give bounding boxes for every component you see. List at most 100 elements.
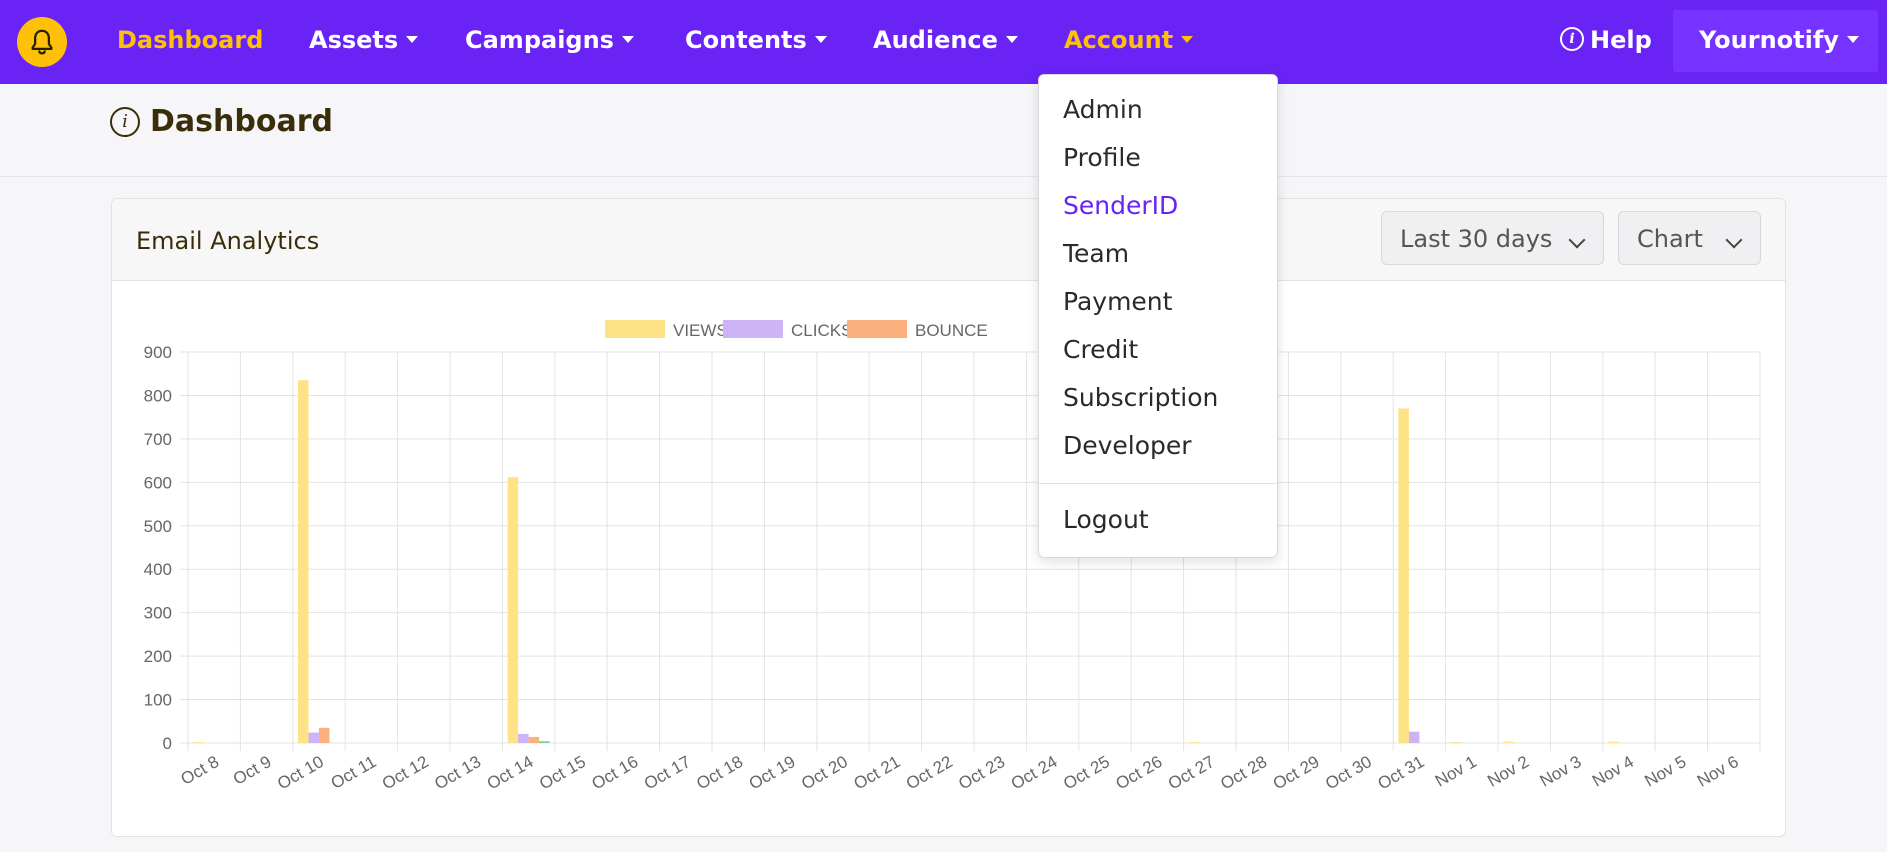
notification-bell-glyph [31, 29, 53, 55]
menu-item-subscription[interactable]: Subscription [1063, 383, 1219, 412]
x-tick-label: Nov 3 [1537, 752, 1585, 791]
y-tick-label: 700 [144, 430, 172, 449]
caret-down-icon [1181, 35, 1194, 43]
x-tick-label: Oct 24 [1008, 752, 1061, 794]
nav-item-label: Audience [873, 26, 998, 54]
x-tick-label: Oct 8 [178, 752, 223, 789]
legend-swatch [723, 320, 783, 338]
x-tick-label: Oct 10 [274, 752, 327, 794]
x-tick-label: Oct 23 [955, 752, 1008, 794]
x-tick-label: Nov 4 [1589, 752, 1637, 791]
page-header [0, 84, 1887, 177]
nav-item-label: Dashboard [117, 26, 264, 54]
caret-down-icon [621, 35, 634, 43]
top-navbar: Dashboard Assets Campaigns Contents Audience… [0, 0, 1887, 84]
bar-views [298, 380, 309, 743]
y-tick-label: 500 [144, 517, 172, 536]
x-tick-label: Oct 19 [746, 752, 799, 794]
x-tick-label: Oct 16 [589, 752, 642, 794]
nav-item-account[interactable]: Account [1064, 0, 1194, 84]
bar-clicks [1408, 731, 1420, 743]
nav-item-label: Campaigns [465, 26, 614, 54]
bar-views [1188, 742, 1200, 743]
bar-clicks [518, 733, 529, 743]
y-tick-label: 400 [144, 560, 172, 579]
legend-label: CLICKS [791, 321, 852, 340]
menu-item-developer[interactable]: Developer [1063, 431, 1192, 460]
x-tick-label: Oct 21 [851, 752, 904, 794]
x-tick-label: Oct 26 [1113, 752, 1166, 794]
y-tick-label: 0 [163, 734, 172, 753]
nav-item-label: Contents [685, 26, 807, 54]
x-tick-label: Nov 1 [1432, 752, 1480, 791]
bar-bounce [319, 727, 330, 743]
y-tick-label: 300 [144, 604, 172, 623]
nav-item-label: Assets [309, 26, 399, 54]
legend-swatch [847, 320, 907, 338]
bar-views [193, 742, 204, 743]
x-tick-label: Nov 6 [1694, 752, 1742, 791]
bar-views [507, 477, 519, 743]
date-range-select[interactable]: Last 30 days [1381, 211, 1604, 265]
nav-item-contents[interactable]: Contents [685, 0, 827, 84]
y-tick-label: 600 [144, 473, 172, 492]
page-title-text: Dashboard [150, 104, 333, 139]
help-link[interactable]: i Help [1560, 0, 1652, 84]
menu-item-senderid[interactable]: SenderID [1063, 191, 1179, 220]
x-tick-label: Oct 13 [431, 752, 484, 794]
nav-item-campaigns[interactable]: Campaigns [465, 0, 634, 84]
menu-item-logout[interactable]: Logout [1063, 505, 1149, 534]
x-tick-label: Oct 18 [693, 752, 746, 794]
caret-down-icon [1846, 35, 1859, 43]
x-tick-label: Oct 20 [798, 752, 851, 794]
menu-item-profile[interactable]: Profile [1063, 143, 1141, 172]
user-label: Yournotify [1699, 26, 1839, 54]
x-tick-label: Oct 11 [328, 752, 380, 793]
bar-views [1450, 742, 1462, 743]
caret-down-icon [406, 35, 419, 43]
bar-series-3 [539, 741, 550, 743]
x-tick-label: Oct 31 [1375, 752, 1428, 794]
nav-item-audience[interactable]: Audience [873, 0, 1018, 84]
bar-bounce [528, 736, 540, 743]
user-menu-box[interactable] [1673, 10, 1878, 72]
legend-label: BOUNCE [915, 321, 988, 340]
x-tick-label: Oct 15 [536, 752, 589, 794]
email-analytics-card: Email Analytics Last 30 days Chart 0 100 2… [111, 198, 1786, 837]
menu-item-admin[interactable]: Admin [1063, 95, 1143, 124]
view-mode-select[interactable]: Chart [1618, 211, 1761, 265]
bar-views [1608, 741, 1619, 743]
menu-item-credit[interactable]: Credit [1063, 335, 1139, 364]
y-tick-label: 100 [144, 691, 172, 710]
bar-views [1398, 408, 1409, 743]
x-tick-label: Oct 29 [1270, 752, 1323, 794]
menu-divider [1039, 483, 1277, 484]
x-tick-label: Oct 30 [1322, 752, 1375, 794]
info-icon[interactable]: i [110, 106, 140, 137]
nav-item-dashboard[interactable]: Dashboard [117, 0, 263, 84]
x-tick-label: Oct 12 [379, 752, 432, 794]
y-tick-label: 800 [144, 386, 172, 405]
nav-item-label: Account [1064, 26, 1174, 54]
view-mode-value: Chart [1637, 225, 1703, 253]
info-icon: i [1560, 27, 1584, 51]
bar-clicks [308, 732, 319, 743]
caret-down-icon [814, 35, 827, 43]
caret-down-icon [1005, 35, 1018, 43]
legend-swatch [605, 320, 665, 338]
help-label: Help [1590, 26, 1652, 54]
x-tick-label: Oct 28 [1217, 752, 1270, 794]
nav-item-assets[interactable]: Assets [309, 0, 419, 84]
account-dropdown-menu: Admin Profile SenderID Team Payment Credit Sub… [1038, 74, 1278, 558]
x-tick-label: Oct 17 [641, 752, 694, 794]
card-header: Email Analytics Last 30 days Chart [112, 199, 1785, 281]
menu-item-team[interactable]: Team [1063, 239, 1130, 268]
x-tick-label: Oct 25 [1060, 752, 1113, 794]
user-menu-toggle[interactable]: Yournotify [1699, 0, 1859, 84]
menu-item-payment[interactable]: Payment [1063, 287, 1173, 316]
card-title: Email Analytics [136, 227, 320, 255]
bell-icon[interactable] [17, 17, 67, 67]
legend-label: VIEWS [673, 321, 728, 340]
x-tick-label: Oct 14 [484, 752, 537, 794]
